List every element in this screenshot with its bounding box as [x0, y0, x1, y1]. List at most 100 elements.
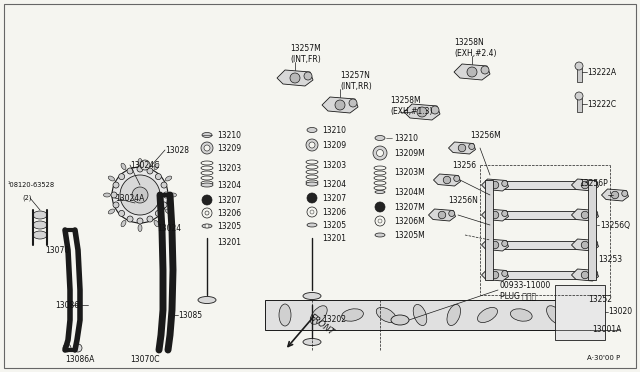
Text: 13085: 13085	[178, 311, 202, 320]
Text: PLUG プラグ: PLUG プラグ	[500, 292, 536, 301]
Polygon shape	[454, 64, 490, 80]
Polygon shape	[481, 269, 509, 281]
Circle shape	[417, 107, 427, 117]
Text: 13207: 13207	[217, 196, 241, 205]
Ellipse shape	[138, 158, 142, 166]
Text: 13209: 13209	[217, 144, 241, 153]
Polygon shape	[481, 209, 509, 221]
Ellipse shape	[201, 183, 213, 187]
Circle shape	[113, 202, 119, 208]
Ellipse shape	[202, 224, 212, 228]
Circle shape	[376, 150, 383, 157]
Circle shape	[74, 344, 82, 352]
Ellipse shape	[375, 190, 385, 193]
Ellipse shape	[154, 163, 159, 170]
Circle shape	[112, 167, 168, 223]
Text: 13024C: 13024C	[130, 160, 159, 170]
Text: 13024A: 13024A	[115, 193, 145, 202]
Polygon shape	[572, 179, 598, 191]
Circle shape	[161, 202, 167, 208]
Text: 13258M: 13258M	[390, 96, 420, 105]
Polygon shape	[572, 209, 598, 221]
Text: 13204: 13204	[322, 180, 346, 189]
Ellipse shape	[303, 339, 321, 346]
Circle shape	[307, 193, 317, 203]
Circle shape	[581, 211, 589, 219]
Bar	[490, 241, 590, 249]
Circle shape	[163, 192, 169, 198]
Text: (2): (2)	[22, 195, 31, 201]
Text: 13256: 13256	[452, 160, 476, 170]
Text: 13201: 13201	[322, 234, 346, 243]
Text: 13257M: 13257M	[290, 44, 321, 52]
Polygon shape	[481, 239, 509, 251]
Text: 13258N: 13258N	[454, 38, 484, 46]
Circle shape	[202, 195, 212, 205]
Circle shape	[581, 271, 589, 279]
Bar	[490, 181, 590, 189]
Ellipse shape	[307, 223, 317, 227]
Circle shape	[349, 99, 357, 107]
Circle shape	[375, 202, 385, 212]
Ellipse shape	[413, 304, 427, 326]
Ellipse shape	[547, 306, 563, 324]
Ellipse shape	[121, 220, 126, 227]
Text: 13209M: 13209M	[394, 148, 425, 157]
Circle shape	[581, 181, 589, 189]
Bar	[265, 300, 575, 330]
Circle shape	[575, 62, 583, 70]
Circle shape	[373, 146, 387, 160]
Text: 13252: 13252	[588, 295, 612, 305]
Circle shape	[156, 174, 161, 180]
Polygon shape	[404, 104, 440, 120]
Text: 13209: 13209	[322, 141, 346, 150]
Circle shape	[140, 160, 150, 170]
Ellipse shape	[306, 182, 318, 186]
Text: 13086A: 13086A	[65, 356, 94, 365]
Bar	[485, 180, 493, 280]
Polygon shape	[322, 97, 358, 113]
Text: 13202: 13202	[322, 315, 346, 324]
Ellipse shape	[198, 296, 216, 304]
Ellipse shape	[375, 135, 385, 141]
Ellipse shape	[108, 176, 115, 181]
Text: 13256P: 13256P	[579, 179, 608, 187]
Text: 13024: 13024	[157, 224, 181, 232]
Text: 13070C: 13070C	[130, 356, 159, 365]
Circle shape	[118, 211, 125, 217]
Text: 13203: 13203	[322, 160, 346, 170]
Polygon shape	[277, 70, 313, 86]
Text: (EXH,#2.4): (EXH,#2.4)	[454, 48, 497, 58]
Circle shape	[205, 224, 209, 228]
Text: 13210: 13210	[394, 134, 418, 142]
Polygon shape	[449, 142, 476, 154]
Circle shape	[137, 218, 143, 224]
Circle shape	[581, 241, 589, 249]
Text: 13070: 13070	[45, 246, 69, 254]
Text: 13204: 13204	[217, 180, 241, 189]
Circle shape	[611, 191, 619, 199]
Bar	[588, 180, 596, 280]
Ellipse shape	[447, 304, 461, 326]
Circle shape	[575, 92, 583, 100]
Text: 13256N: 13256N	[448, 196, 478, 205]
Circle shape	[492, 271, 499, 279]
Text: A·30'00 P: A·30'00 P	[587, 355, 620, 361]
Circle shape	[481, 66, 489, 74]
Ellipse shape	[303, 292, 321, 299]
Polygon shape	[481, 179, 509, 191]
Text: 13206: 13206	[322, 208, 346, 217]
Polygon shape	[433, 174, 461, 186]
Text: ¹08120-63528: ¹08120-63528	[8, 182, 55, 188]
Text: 13256M: 13256M	[470, 131, 500, 140]
Circle shape	[492, 241, 499, 249]
Ellipse shape	[154, 220, 159, 227]
Circle shape	[378, 219, 382, 223]
Bar	[490, 211, 590, 219]
Ellipse shape	[510, 309, 532, 321]
Text: 13222A: 13222A	[587, 67, 616, 77]
Circle shape	[201, 142, 213, 154]
Bar	[577, 68, 582, 82]
Text: 13207M: 13207M	[394, 202, 425, 212]
Text: (EXH,#1.3): (EXH,#1.3)	[390, 106, 433, 115]
